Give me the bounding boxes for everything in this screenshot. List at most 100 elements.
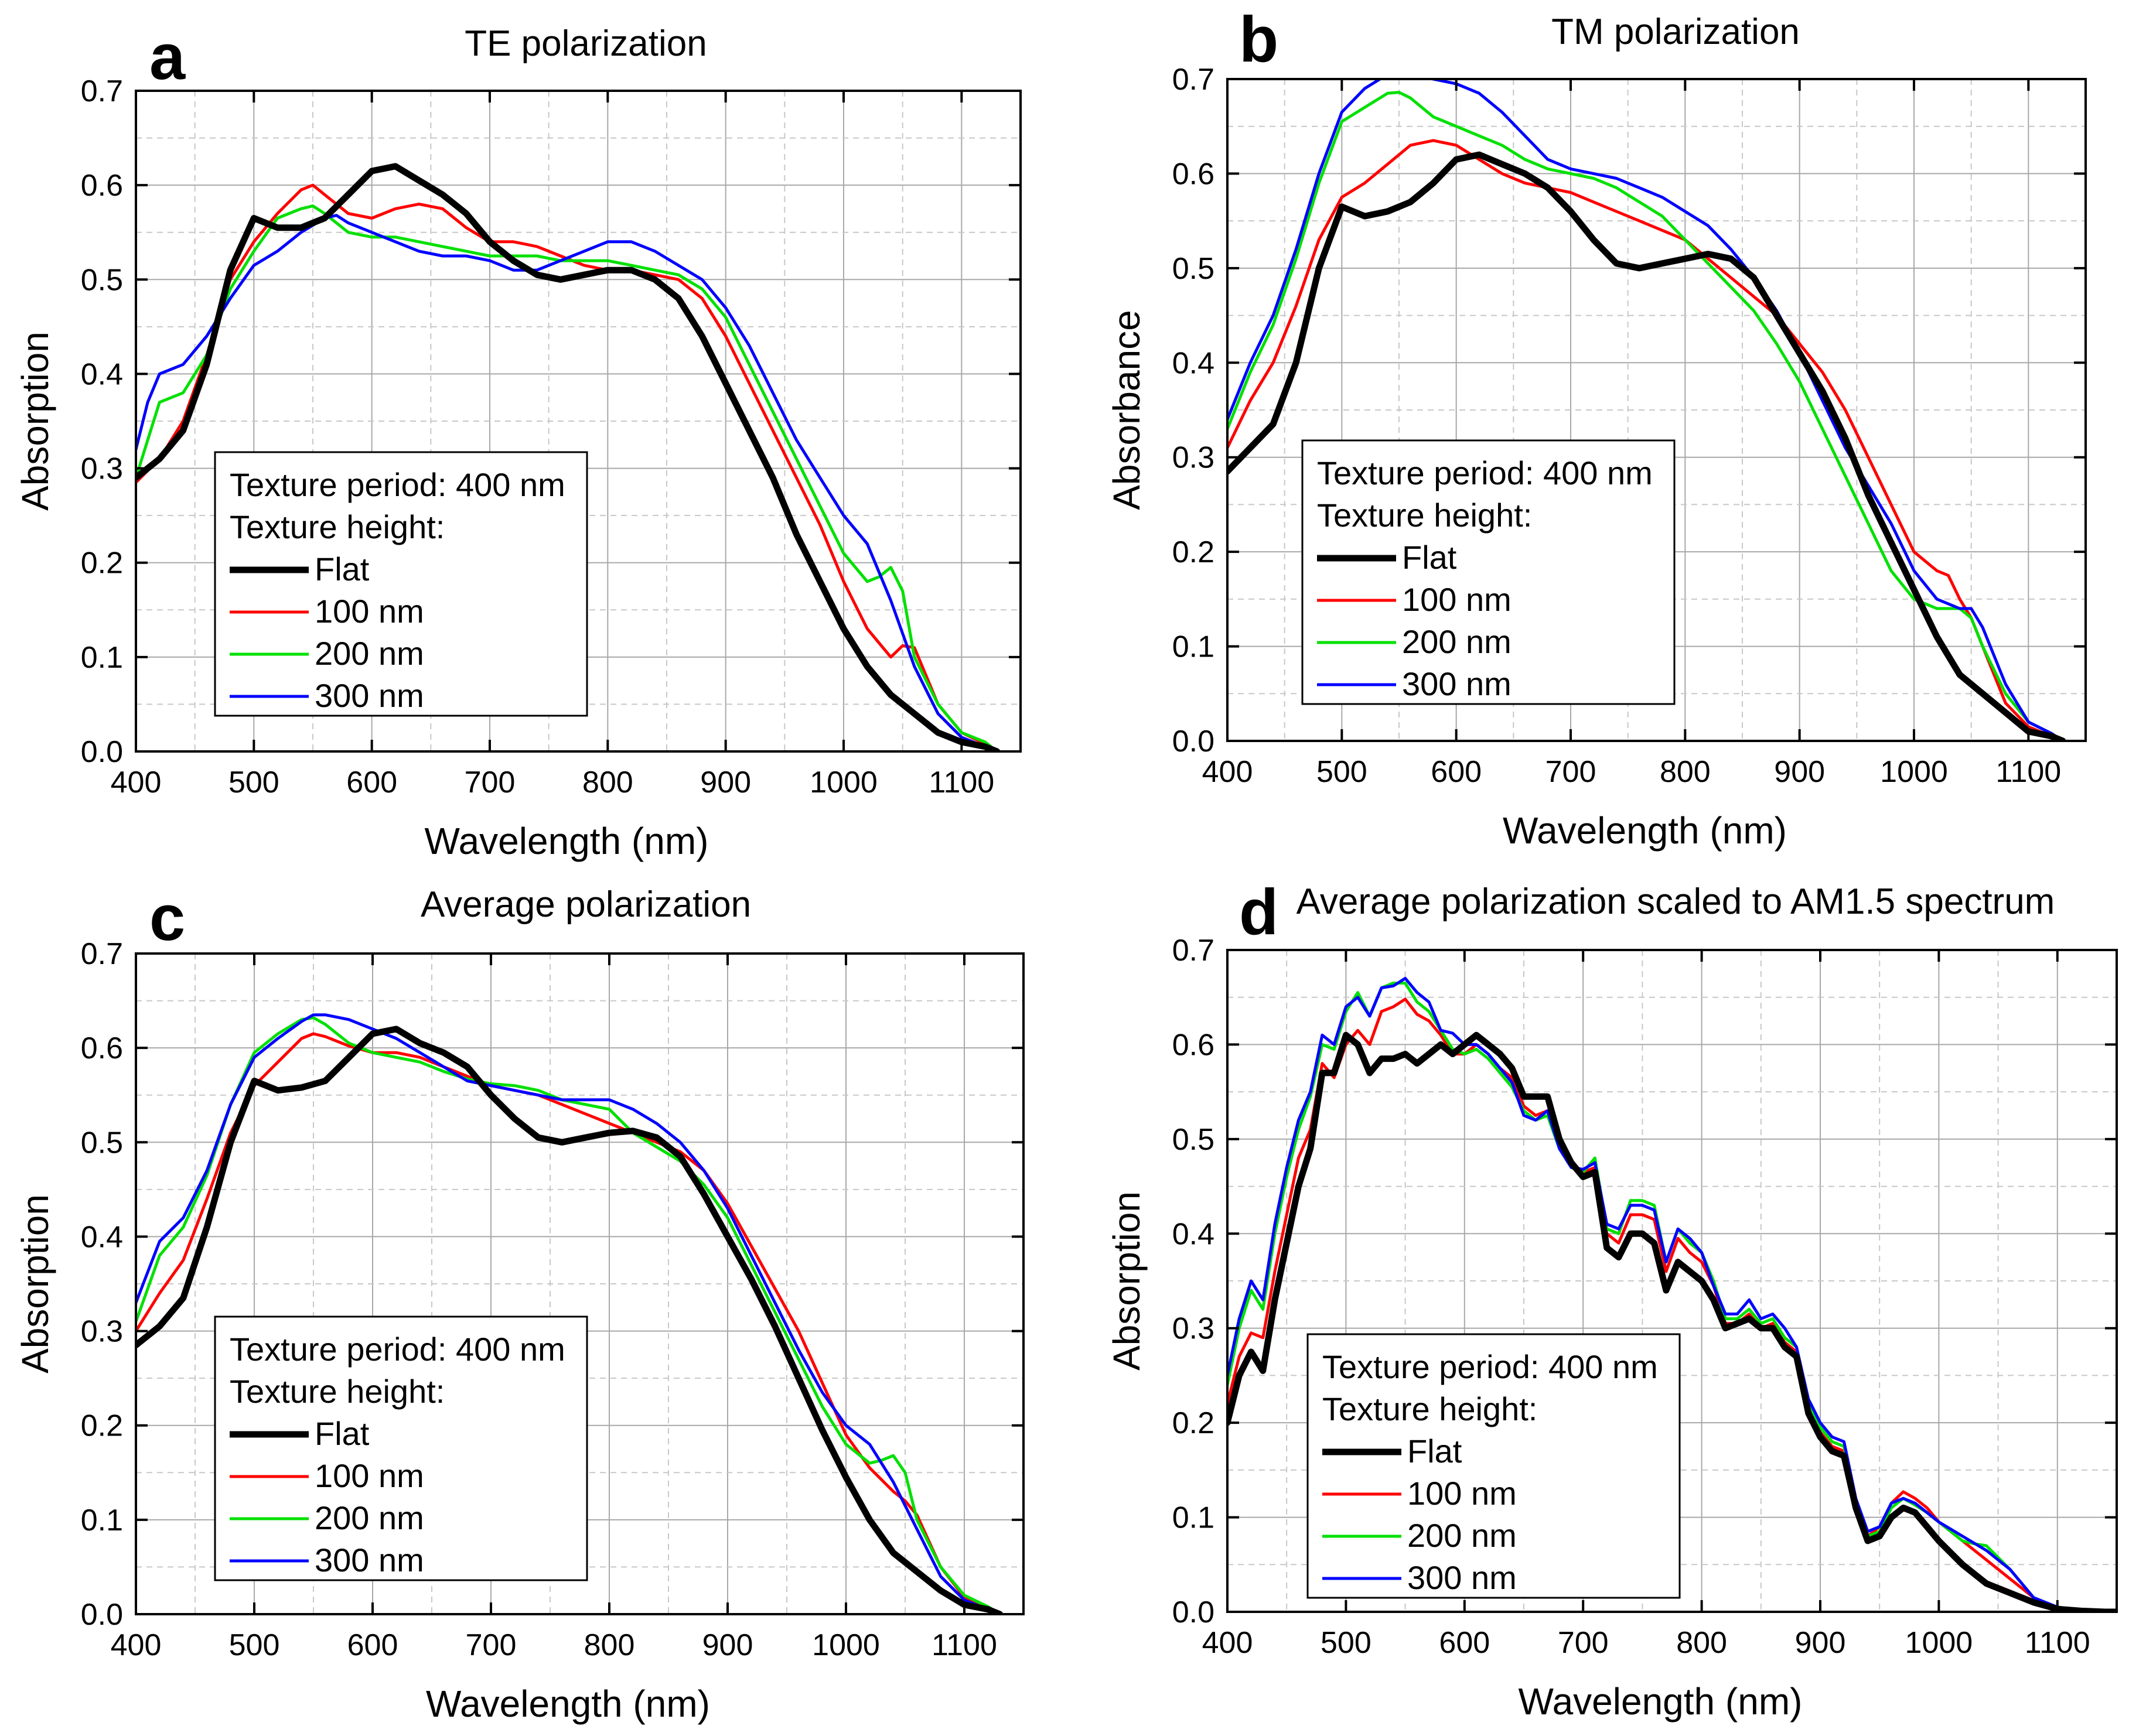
y-tick-label: 0.3 <box>81 452 123 486</box>
legend-heading: Texture period: 400 nm <box>1317 454 1653 491</box>
x-tick-label: 500 <box>229 1628 280 1662</box>
x-tick-label: 900 <box>1774 755 1825 789</box>
x-tick-label: 700 <box>465 766 516 799</box>
x-tick-label: 800 <box>584 1628 635 1662</box>
y-tick-label: 0.1 <box>81 641 123 675</box>
plot-frame <box>1226 949 2118 1613</box>
y-tick-label: 0.0 <box>81 735 123 769</box>
legend-entry: 300 nm <box>1402 665 1512 702</box>
series-group <box>1227 79 2066 741</box>
y-tick-label: 0.6 <box>1172 157 1214 191</box>
y-tick-label: 0.2 <box>81 1409 123 1443</box>
y-axis-label: Absorption <box>14 332 56 511</box>
x-tick-label: 1100 <box>2025 1626 2090 1660</box>
legend-entry: 300 nm <box>315 677 424 714</box>
legend-entry: 100 nm <box>1402 581 1512 618</box>
x-tick-label: 500 <box>1316 755 1367 789</box>
legend-box <box>1306 1333 1681 1599</box>
series-line-200-nm <box>136 204 999 751</box>
x-tick-label: 400 <box>111 1628 162 1662</box>
panel-a: 400 500 600 700 800 900 1000 1100 0.0 0.1 0.2 0.3 0.… <box>14 21 1022 862</box>
series-group <box>136 1013 1004 1614</box>
plot-frame <box>135 952 1025 1615</box>
panel-letter: c <box>149 882 185 954</box>
legend-entry: 300 nm <box>315 1542 424 1578</box>
x-tick-label: 1000 <box>810 766 878 799</box>
x-tick-label: 600 <box>1431 755 1482 789</box>
panel-b: 400 500 600 700 800 900 1000 1100 0.0 0.1 0.2 0.3 0.… <box>1106 4 2087 852</box>
panel-letter: a <box>149 21 186 93</box>
series-line-flat <box>1227 151 2066 741</box>
legend-entry: 300 nm <box>1407 1559 1517 1596</box>
x-tick-label: 900 <box>702 1628 753 1662</box>
legend-entry: Flat <box>1407 1433 1462 1470</box>
legend-entry: 200 nm <box>315 635 424 672</box>
y-tick-label: 0.5 <box>81 263 123 297</box>
series-line-100-nm <box>136 1032 1002 1614</box>
y-tick-label: 0.0 <box>1172 725 1214 758</box>
legend-entry: 200 nm <box>1407 1517 1517 1554</box>
panel-title: Average polarization scaled to AM1.5 spe… <box>1296 881 2055 922</box>
x-axis-label: Wavelength (nm) <box>1503 809 1787 852</box>
y-tick-label: 0.3 <box>1172 441 1214 475</box>
y-tick-label: 0.5 <box>1172 1123 1214 1157</box>
y-tick-label: 0.7 <box>1172 63 1214 97</box>
x-tick-label: 1000 <box>1880 755 1948 789</box>
x-tick-label: 900 <box>700 766 751 799</box>
x-tick-label: 500 <box>1321 1626 1371 1660</box>
legend-heading: Texture height: <box>1317 497 1532 534</box>
series-line-300-nm <box>1227 79 2065 741</box>
legend-entry: 100 nm <box>315 593 424 630</box>
series-group <box>136 163 1001 751</box>
legend-heading: Texture height: <box>230 1373 445 1410</box>
panel-letter: d <box>1239 876 1278 948</box>
panel-c: 400 500 600 700 800 900 1000 1100 0.0 0.1 0.2 0.3 0.… <box>14 882 1025 1725</box>
x-tick-label: 400 <box>1202 1626 1253 1660</box>
y-tick-label: 0.6 <box>1172 1028 1214 1062</box>
y-tick-label: 0.1 <box>81 1503 123 1537</box>
x-tick-label: 900 <box>1795 1626 1846 1660</box>
x-tick-label: 800 <box>1676 1626 1727 1660</box>
panel-title: TE polarization <box>465 23 707 64</box>
x-tick-label: 800 <box>1660 755 1711 789</box>
legend-entry: 100 nm <box>315 1457 424 1494</box>
y-tick-label: 0.6 <box>81 169 123 203</box>
x-tick-label: 1100 <box>929 766 994 799</box>
y-tick-label: 0.4 <box>1172 346 1214 380</box>
legend-entry: Flat <box>1402 539 1457 576</box>
series-line-300-nm <box>136 214 999 751</box>
panel-title: Average polarization <box>421 884 751 925</box>
legend-box <box>1301 439 1676 705</box>
y-tick-label: 0.3 <box>1172 1312 1214 1346</box>
legend-box <box>214 1315 588 1581</box>
x-tick-label: 600 <box>346 766 397 799</box>
legend-entry: 100 nm <box>1407 1475 1517 1512</box>
series-line-flat <box>136 163 1001 751</box>
y-tick-label: 0.2 <box>1172 535 1214 569</box>
legend-entry: 200 nm <box>315 1499 424 1536</box>
legend-entry: Flat <box>315 551 370 587</box>
legend-heading: Texture height: <box>230 508 445 545</box>
legend-heading: Texture period: 400 nm <box>230 466 565 503</box>
x-tick-label: 700 <box>1558 1626 1609 1660</box>
plot-frame <box>1226 78 2087 742</box>
legend: Texture period: 400 nm Texture height: Fla… <box>1301 439 1676 705</box>
y-tick-label: 0.4 <box>81 357 123 391</box>
legend-heading: Texture period: 400 nm <box>230 1331 565 1368</box>
y-tick-label: 0.5 <box>81 1126 123 1160</box>
x-tick-label: 800 <box>582 766 633 799</box>
y-tick-label: 0.1 <box>1172 1501 1214 1535</box>
y-tick-label: 0.4 <box>1172 1217 1214 1251</box>
legend-heading: Texture period: 400 nm <box>1322 1348 1658 1385</box>
y-tick-label: 0.0 <box>1172 1595 1214 1629</box>
x-tick-label: 600 <box>1439 1626 1490 1660</box>
y-tick-label: 0.1 <box>1172 630 1214 664</box>
series-line-300-nm <box>1227 976 2117 1612</box>
x-tick-label: 1100 <box>932 1628 997 1662</box>
series-line-flat <box>1227 1031 2117 1612</box>
y-tick-label: 0.7 <box>81 74 123 108</box>
y-tick-label: 0.3 <box>81 1315 123 1349</box>
panel-d: 400 500 600 700 800 900 1000 1100 0.0 0.1 0.2 0.3 0.… <box>1106 876 2118 1723</box>
x-axis-label: Wavelength (nm) <box>1519 1680 1803 1723</box>
